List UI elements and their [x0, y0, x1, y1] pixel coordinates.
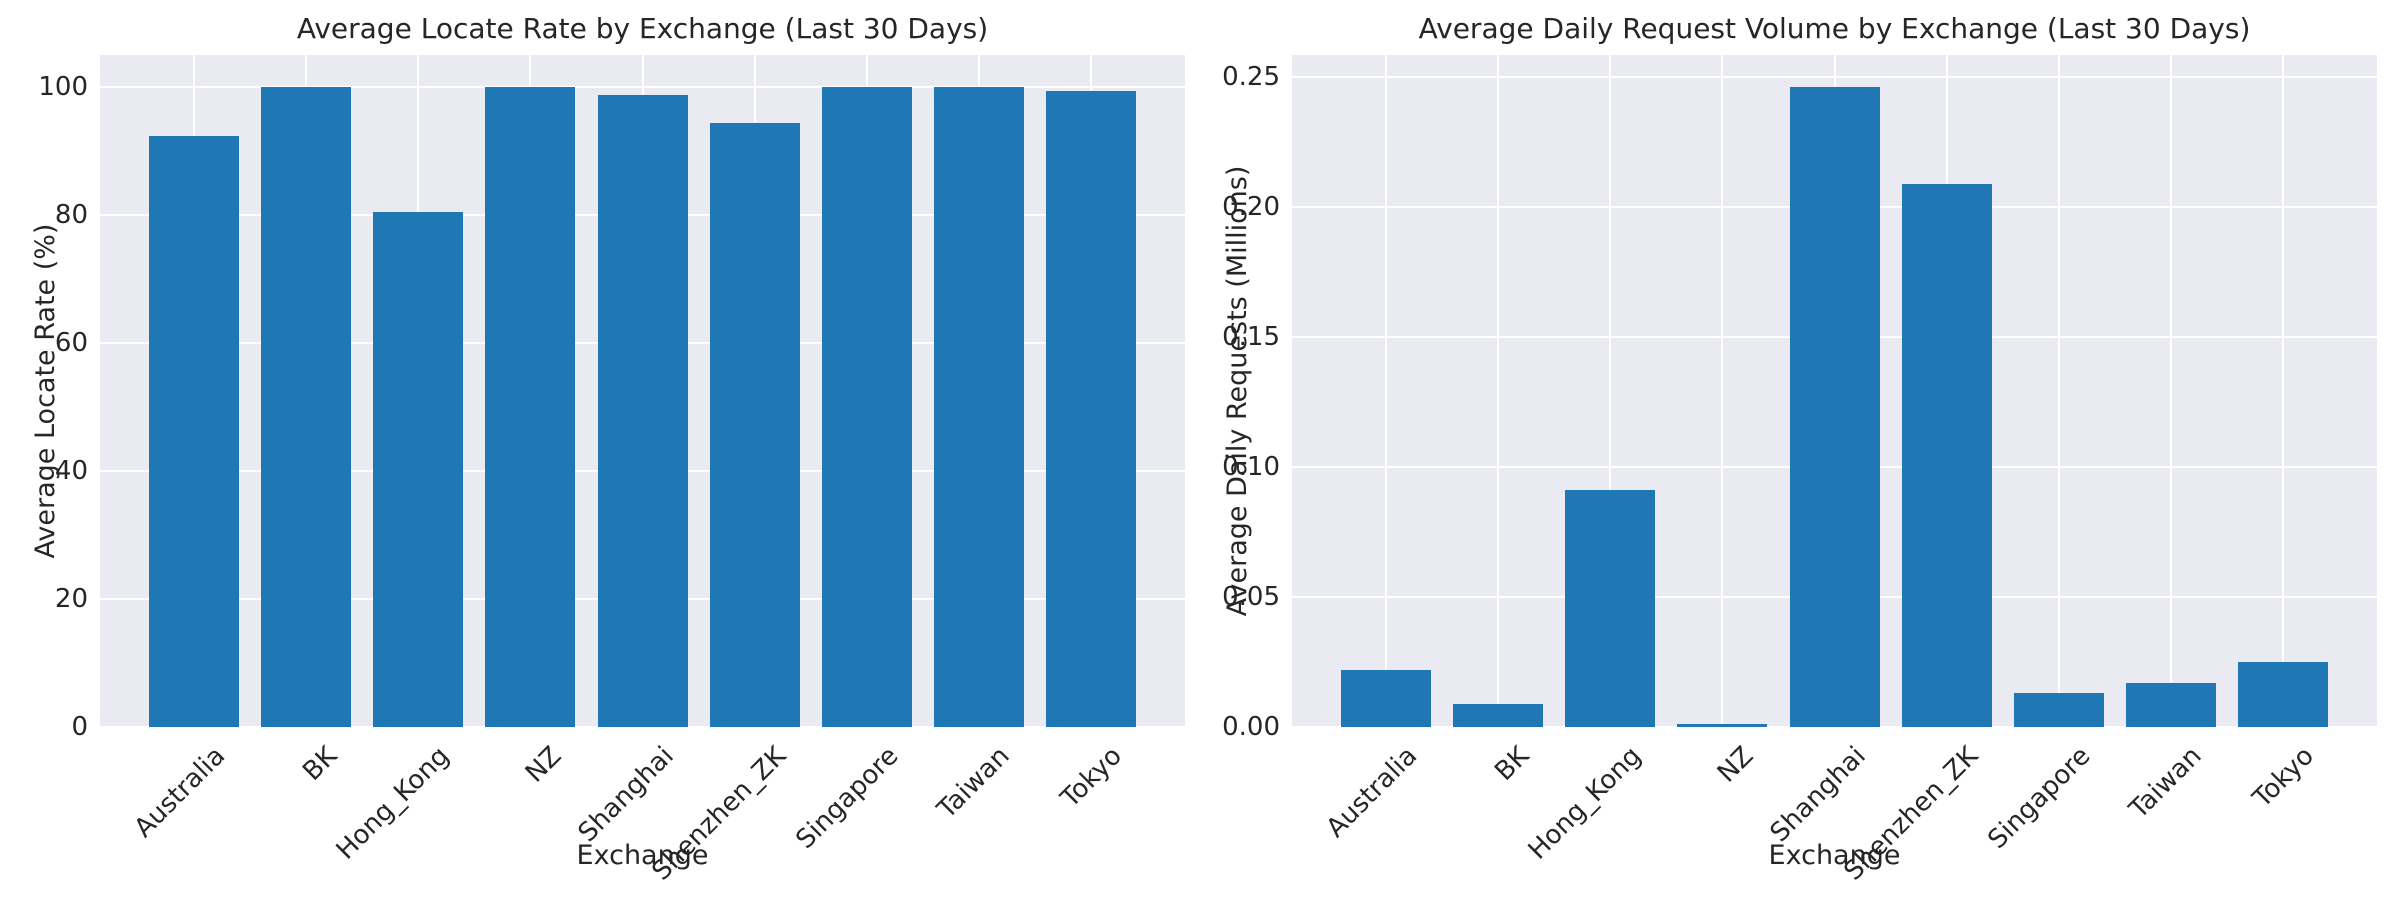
- vertical-gridline: [2169, 55, 2172, 727]
- x-tick-label: NZ: [520, 741, 568, 789]
- y-tick-label: 60: [54, 328, 88, 358]
- bar-Taiwan: [2125, 682, 2216, 727]
- bar-BK: [261, 87, 352, 727]
- vertical-gridline: [2281, 55, 2284, 727]
- chart-title: Average Locate Rate by Exchange (Last 30…: [296, 12, 989, 45]
- x-tick-label: Taiwan: [2124, 741, 2208, 825]
- vertical-gridline: [1721, 55, 1724, 727]
- chart-title: Average Daily Request Volume by Exchange…: [1418, 12, 2251, 45]
- bar-Shenzhen_ZK: [709, 122, 800, 727]
- horizontal-gridline: [100, 726, 1185, 728]
- vertical-gridline: [1497, 55, 1500, 727]
- bar-Tokyo: [2237, 662, 2328, 727]
- y-tick-label: 100: [38, 72, 88, 102]
- x-tick-label: BK: [1489, 741, 1536, 787]
- horizontal-gridline: [1292, 76, 2377, 79]
- x-tick-label: Singapore: [1981, 741, 2096, 855]
- bar-Shanghai: [597, 94, 688, 727]
- y-tick-label: 0.25: [1222, 62, 1280, 93]
- vertical-gridline: [2057, 55, 2060, 727]
- x-tick-label: Australia: [1320, 741, 1424, 844]
- bar-Australia: [149, 136, 240, 727]
- plot-area: [1292, 55, 2377, 728]
- y-tick-label: 0.05: [1222, 582, 1280, 613]
- x-tick-label: Shanghai: [572, 741, 680, 849]
- bar-NZ: [485, 87, 576, 727]
- bar-Australia: [1341, 669, 1432, 727]
- x-axis-label: Exchange: [1768, 840, 1901, 871]
- bar-BK: [1453, 703, 1544, 727]
- bar-Singapore: [821, 87, 912, 727]
- bar-Shenzhen_ZK: [1901, 183, 1992, 727]
- bar-Singapore: [2013, 693, 2104, 727]
- vertical-gridline: [1609, 55, 1612, 727]
- vertical-gridline: [1385, 55, 1388, 727]
- bar-Shanghai: [1789, 87, 1880, 727]
- x-tick-label: Singapore: [789, 741, 904, 855]
- y-tick-label: 0.00: [1222, 712, 1280, 742]
- y-tick-label: 80: [54, 200, 88, 230]
- x-tick-label: Shanghai: [1764, 741, 1872, 849]
- horizontal-gridline: [100, 86, 1185, 88]
- bar-Hong_Kong: [373, 212, 464, 727]
- bar-Hong_Kong: [1565, 490, 1656, 727]
- y-tick-label: 20: [54, 584, 88, 614]
- y-tick-label: 0.10: [1222, 452, 1280, 483]
- y-tick-label: 0: [71, 712, 88, 742]
- x-tick-label: Tokyo: [2247, 741, 2321, 814]
- y-axis-label: Average Locate Rate (%): [30, 223, 61, 559]
- horizontal-gridline: [1292, 726, 2377, 728]
- plot-area: [100, 55, 1185, 728]
- y-tick-label: 0.20: [1222, 192, 1280, 223]
- bar-Taiwan: [933, 87, 1024, 727]
- x-tick-label: NZ: [1712, 741, 1760, 789]
- bar-NZ: [1677, 724, 1768, 727]
- y-axis-label: Average Daily Requests (Millions): [1222, 165, 1253, 617]
- x-tick-label: Taiwan: [932, 741, 1016, 825]
- y-tick-label: 0.15: [1222, 322, 1280, 353]
- x-axis-label: Exchange: [576, 840, 709, 871]
- bar-Tokyo: [1045, 90, 1136, 727]
- x-tick-label: Tokyo: [1055, 741, 1129, 814]
- x-tick-label: BK: [297, 741, 344, 787]
- x-tick-label: Australia: [128, 741, 232, 844]
- y-tick-label: 40: [54, 456, 88, 486]
